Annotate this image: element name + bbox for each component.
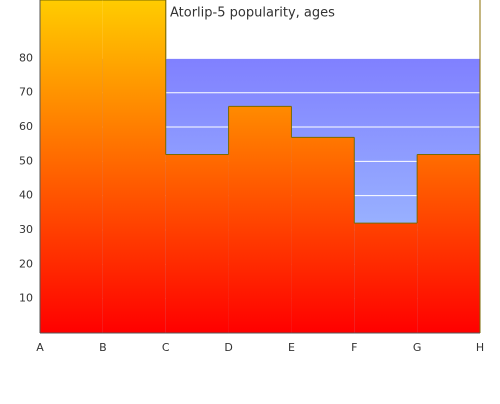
chart-title: Atorlip-5 popularity, ages: [170, 6, 335, 21]
area-step: [228, 106, 292, 333]
y-tick-label: 10: [19, 292, 33, 305]
area-step: [40, 0, 103, 333]
x-tick-label: F: [351, 341, 357, 354]
y-tick-label: 80: [19, 51, 33, 64]
area-step: [165, 154, 229, 333]
y-tick-label: 60: [19, 120, 33, 133]
area-step: [354, 223, 418, 333]
x-tick-label: E: [288, 341, 295, 354]
y-tick-label: 20: [19, 257, 33, 270]
x-tick-label: H: [476, 341, 484, 354]
y-tick-label: 30: [19, 223, 33, 236]
x-tick-label: B: [99, 341, 107, 354]
y-tick-label: 50: [19, 154, 33, 167]
x-tick-label: A: [36, 341, 44, 354]
area-step: [102, 0, 166, 333]
area-step: [291, 137, 355, 333]
y-tick-label: 70: [19, 86, 33, 99]
x-tick-label: D: [224, 341, 232, 354]
area-step: [417, 154, 480, 333]
x-tick-label: C: [162, 341, 170, 354]
x-tick-label: G: [413, 341, 422, 354]
y-tick-label: 40: [19, 189, 33, 202]
